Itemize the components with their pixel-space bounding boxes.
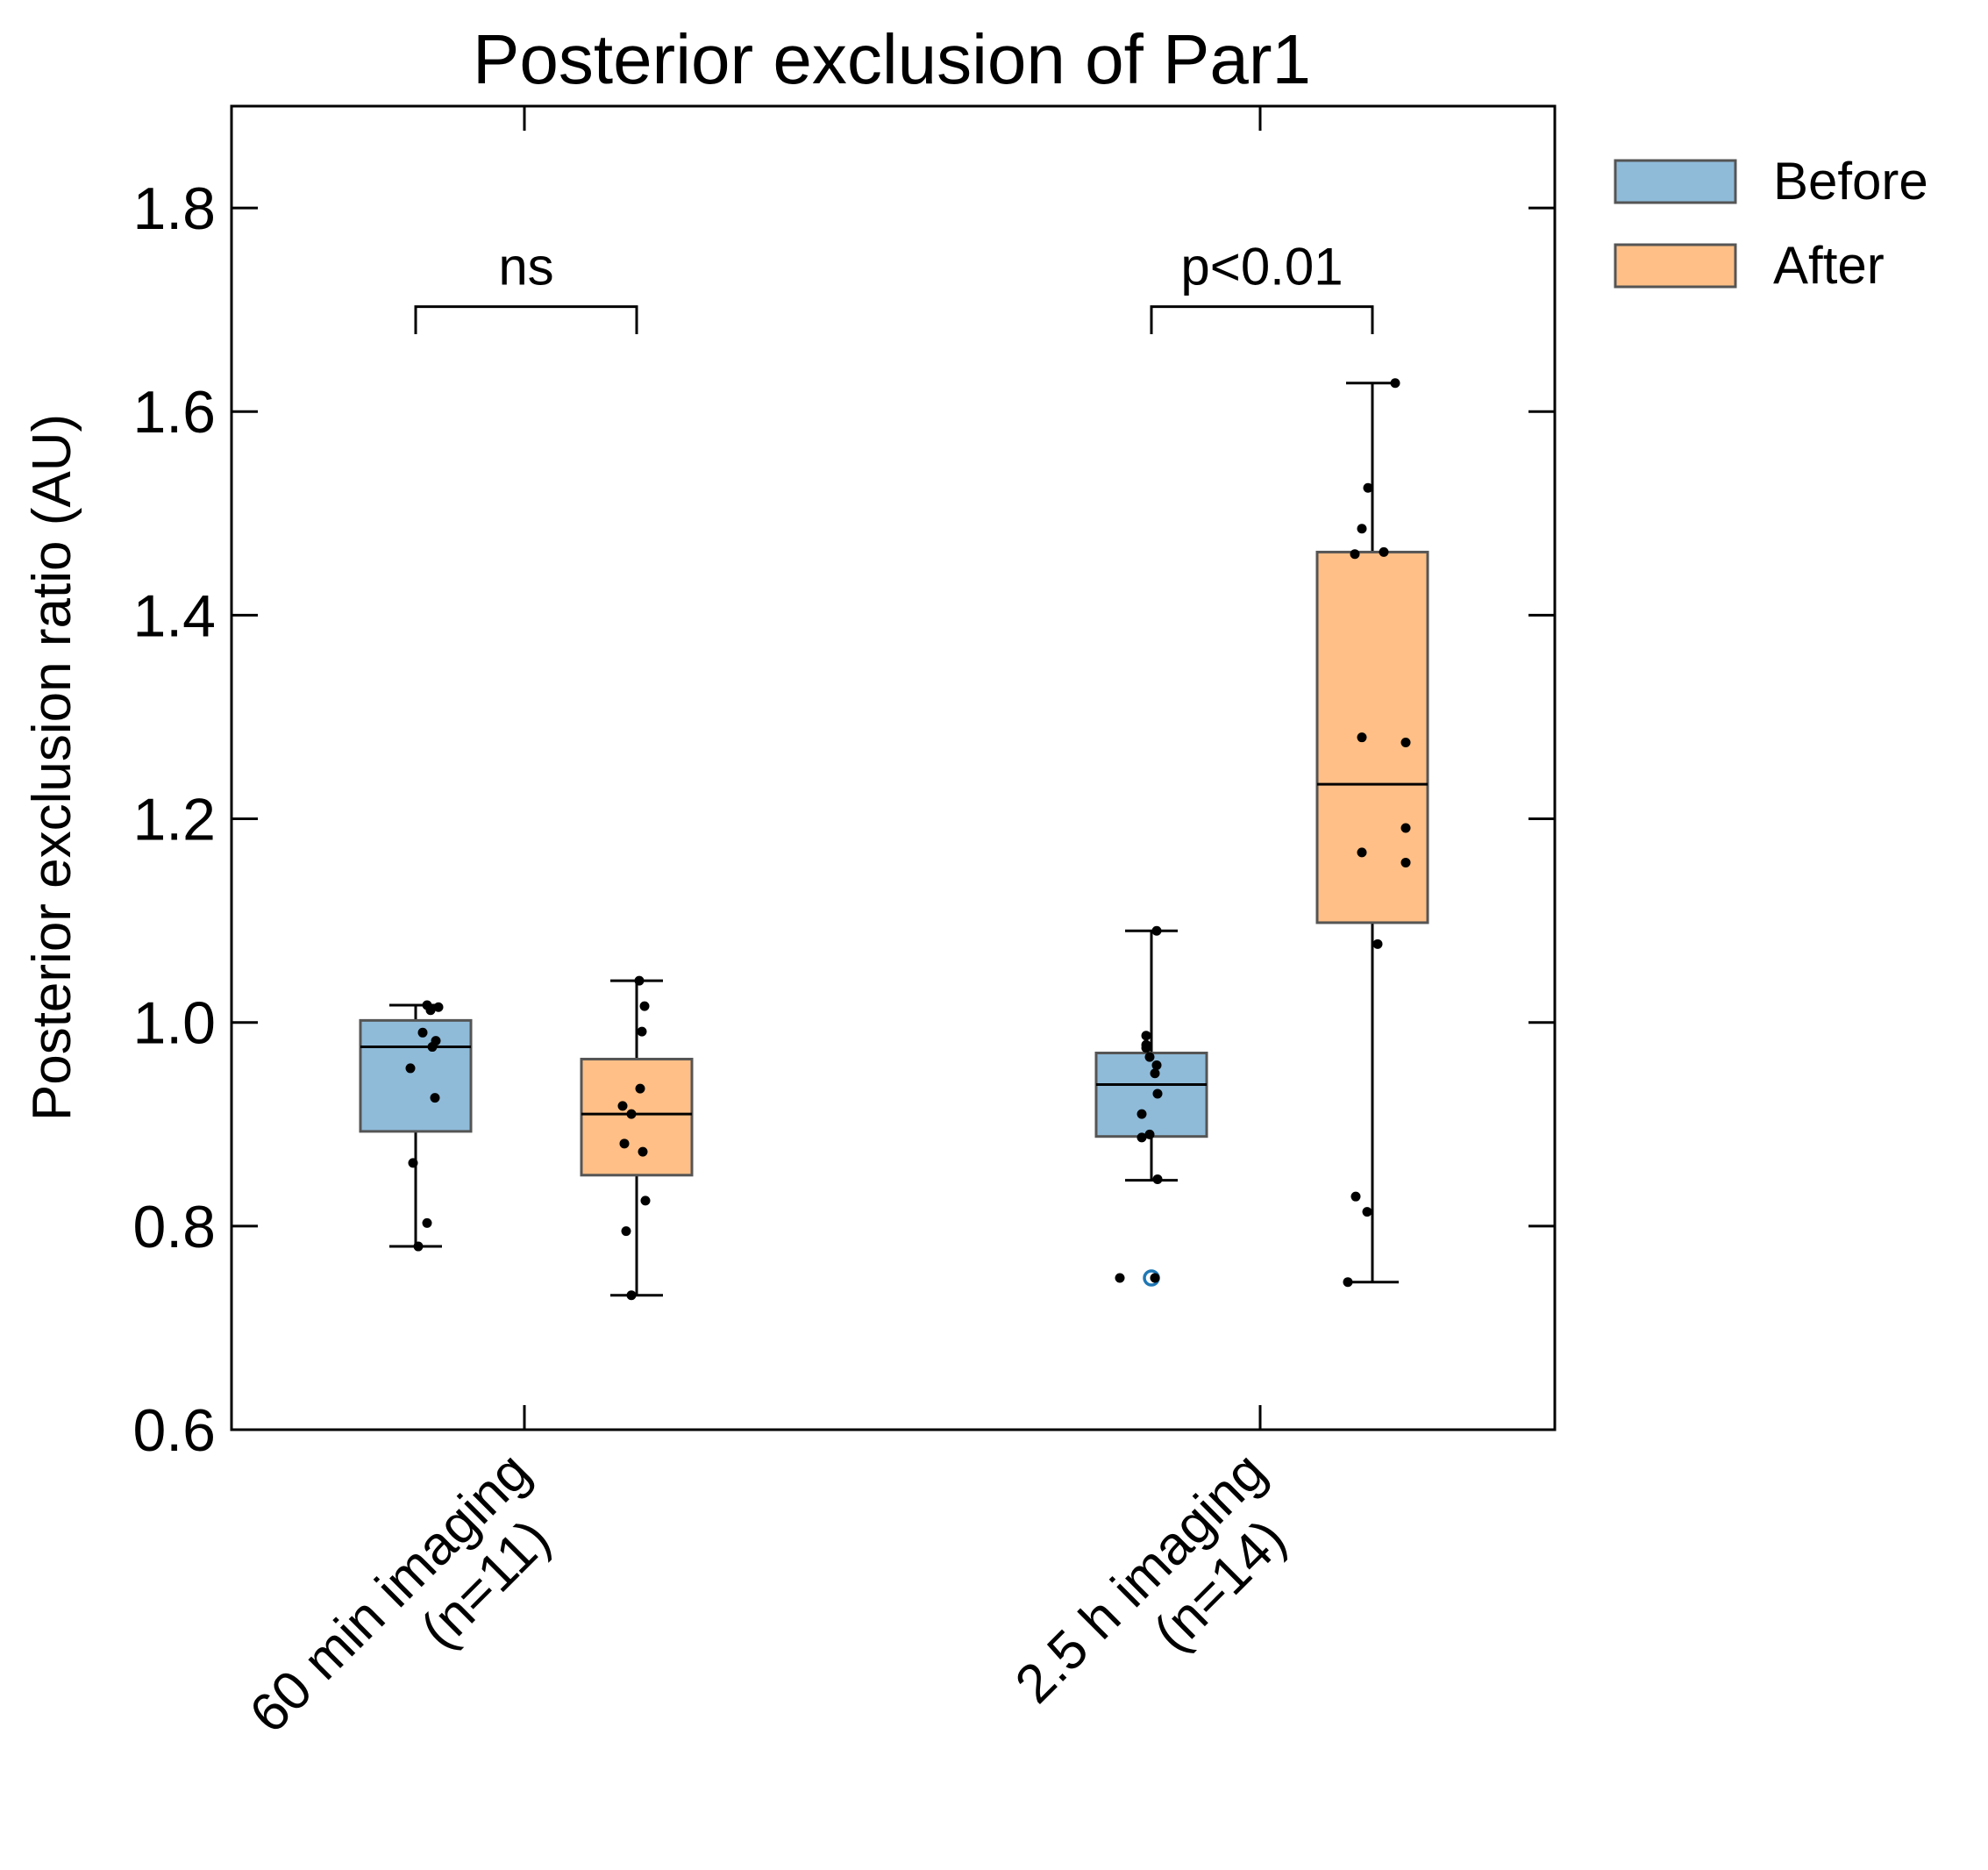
significance-bracket: [1150, 305, 1374, 335]
chart-title: Posterior exclusion of Par1: [473, 20, 1311, 98]
data-point: [1372, 939, 1383, 949]
data-point: [1151, 925, 1162, 936]
data-point: [1137, 1132, 1147, 1143]
box-before: [1094, 1052, 1208, 1138]
category-label-group: 2.5 h imaging(n=14): [1004, 1441, 1298, 1715]
data-point: [1151, 1060, 1162, 1070]
data-point: [1343, 1277, 1353, 1288]
data-point: [634, 975, 645, 986]
y-axis-title: Posterior exclusion ratio (AU): [22, 414, 82, 1121]
data-point: [417, 1027, 428, 1038]
y-tick-label: 1.0: [132, 990, 216, 1057]
data-point: [1115, 1273, 1125, 1283]
data-point: [1400, 823, 1411, 833]
data-point: [1362, 1207, 1372, 1217]
data-point: [639, 1001, 650, 1011]
data-point: [431, 1036, 441, 1046]
y-tick-label: 0.6: [132, 1397, 216, 1464]
data-point: [1141, 1039, 1151, 1050]
legend: Before After: [1614, 152, 1928, 295]
data-point: [1400, 737, 1411, 747]
plot-area: 0.6 0.8 1.0 1.2 1.4 1.6 1.8 60 min imaging(n=11…: [132, 104, 1557, 1745]
data-point: [1152, 1174, 1163, 1184]
y-tick-label: 0.8: [132, 1194, 216, 1260]
data-point: [619, 1138, 630, 1149]
significance-label: p<0.01: [1180, 238, 1343, 296]
data-point: [1152, 1088, 1163, 1099]
data-point: [408, 1158, 418, 1168]
data-point: [1363, 482, 1373, 493]
legend-swatch-after: [1614, 243, 1737, 289]
data-point: [638, 1146, 648, 1157]
y-tick-label: 1.6: [132, 379, 216, 446]
data-point: [1357, 732, 1367, 743]
legend-label-after: After: [1773, 236, 1885, 295]
data-point: [1357, 847, 1367, 858]
data-point: [1141, 1031, 1151, 1041]
data-point: [1137, 1109, 1147, 1119]
box-after: [1315, 550, 1429, 924]
data-point: [1144, 1129, 1155, 1139]
y-tick-label: 1.8: [132, 175, 216, 242]
data-point: [1350, 549, 1360, 560]
data-point: [626, 1290, 637, 1301]
data-point: [422, 1000, 432, 1010]
data-point: [1350, 1191, 1361, 1202]
significance-bracket: [414, 305, 638, 335]
y-tick-label: 1.4: [132, 582, 216, 649]
data-point: [617, 1101, 628, 1111]
y-tick-label: 1.2: [132, 787, 216, 853]
data-point: [626, 1109, 637, 1119]
box-after: [580, 1057, 694, 1177]
data-point: [1400, 857, 1411, 867]
data-point: [635, 1083, 645, 1094]
data-point: [430, 1093, 440, 1103]
significance-label: ns: [498, 238, 553, 296]
data-point: [413, 1241, 424, 1252]
data-point: [1379, 546, 1389, 557]
data-point: [1150, 1068, 1160, 1079]
data-point: [433, 1002, 444, 1012]
data-point: [422, 1217, 432, 1228]
category-label-group: 60 min imaging(n=11): [239, 1441, 562, 1745]
data-point: [637, 1026, 647, 1037]
legend-swatch-before: [1614, 159, 1737, 204]
data-point: [1144, 1052, 1155, 1062]
data-point: [640, 1196, 651, 1206]
data-point: [405, 1063, 416, 1074]
data-point: [1357, 524, 1367, 534]
plot-frame: [230, 104, 1557, 1431]
data-point: [1150, 1273, 1160, 1283]
data-point: [1390, 378, 1400, 389]
legend-label-before: Before: [1773, 152, 1928, 211]
box-before: [359, 1018, 473, 1133]
data-point: [621, 1226, 631, 1237]
